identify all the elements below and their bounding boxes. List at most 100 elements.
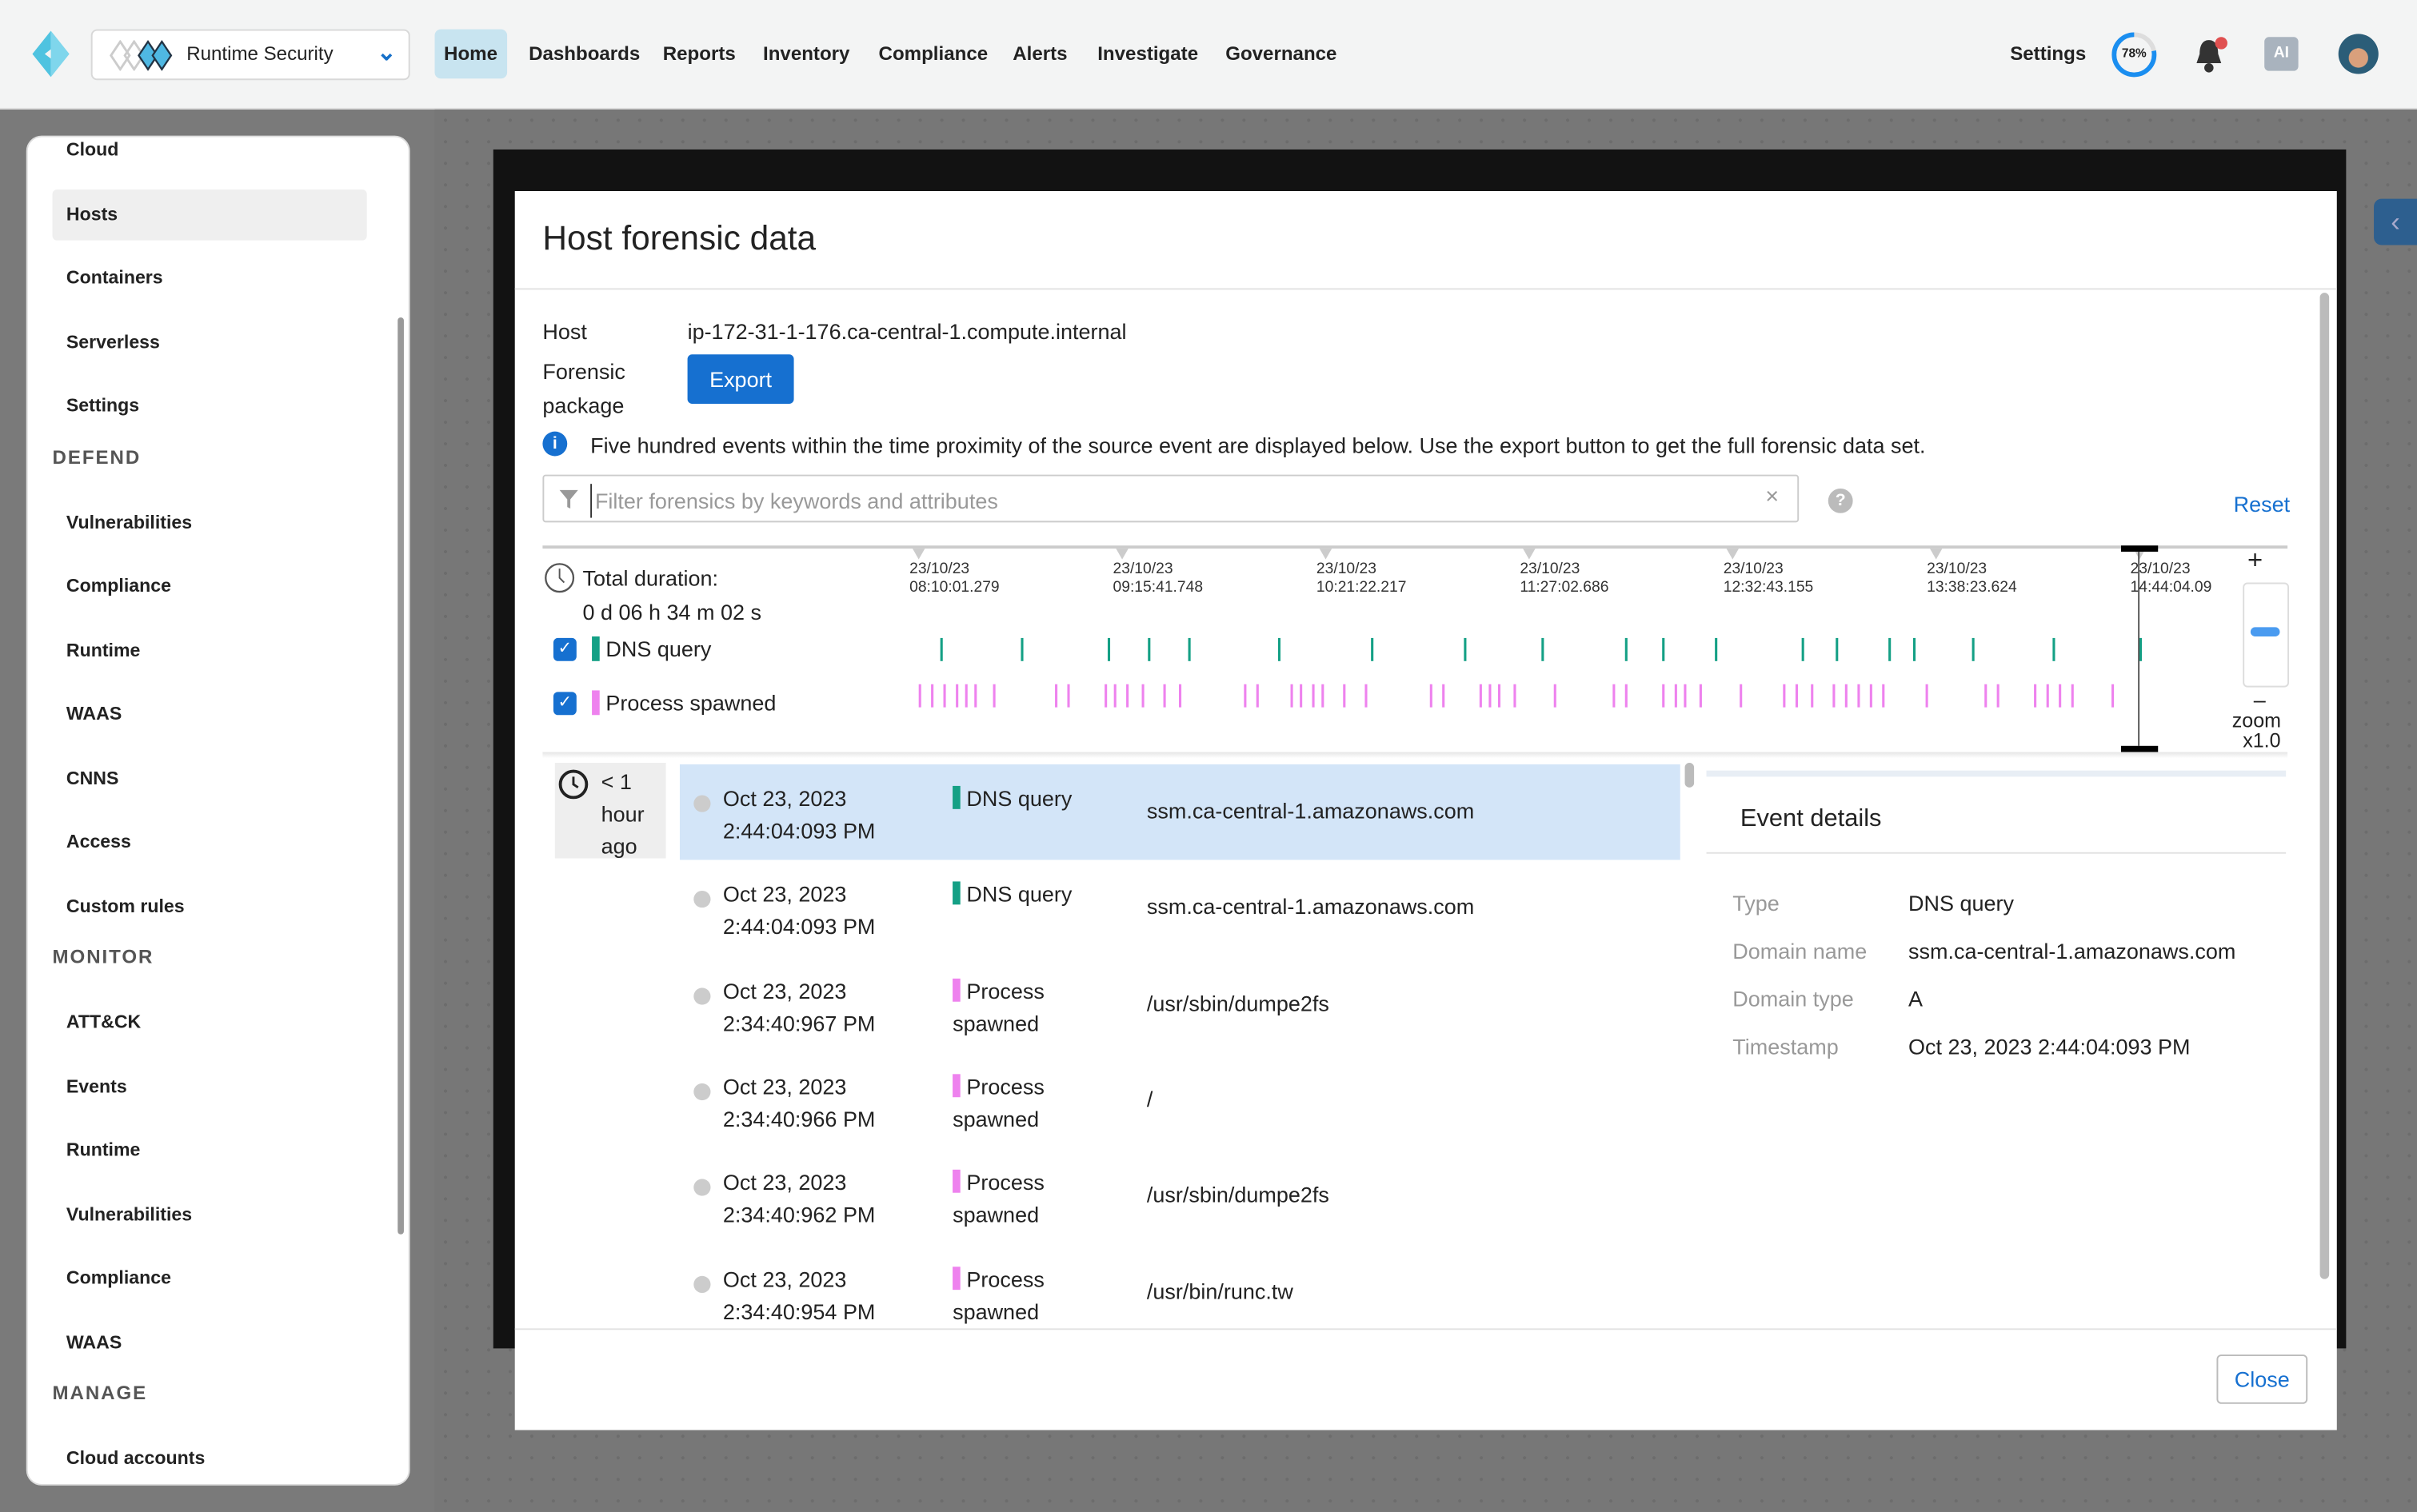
event-row[interactable]: Oct 23, 2023 2:34:40:967 PM Process spawned… bbox=[680, 956, 1680, 1051]
series-checkbox[interactable]: ✓ bbox=[553, 637, 577, 661]
event-mark[interactable] bbox=[1188, 637, 1191, 661]
events-scrollbar[interactable] bbox=[1684, 763, 1695, 788]
event-mark[interactable] bbox=[1113, 684, 1117, 708]
zoom-in-button[interactable]: + bbox=[2247, 545, 2263, 575]
event-mark[interactable] bbox=[1624, 637, 1628, 661]
event-mark[interactable] bbox=[1300, 684, 1303, 708]
event-mark[interactable] bbox=[956, 684, 959, 708]
event-mark[interactable] bbox=[1479, 684, 1482, 708]
event-mark[interactable] bbox=[2034, 684, 2037, 708]
export-button[interactable]: Export bbox=[687, 354, 794, 404]
event-mark[interactable] bbox=[1844, 684, 1848, 708]
event-mark[interactable] bbox=[1912, 637, 1916, 661]
product-selector[interactable]: Runtime Security ⌄ bbox=[90, 29, 410, 81]
event-row[interactable]: Oct 23, 2023 2:44:04:093 PM DNS query ssm.c… bbox=[680, 860, 1680, 955]
event-mark[interactable] bbox=[974, 684, 977, 708]
event-row[interactable]: Oct 23, 2023 2:34:40:954 PM Process spawned… bbox=[680, 1244, 1680, 1339]
sidebar-item-cnns[interactable]: CNNS bbox=[66, 766, 119, 788]
zoom-slider-thumb[interactable] bbox=[2250, 627, 2280, 636]
event-mark[interactable] bbox=[1740, 684, 1743, 708]
event-mark[interactable] bbox=[1371, 637, 1374, 661]
event-mark[interactable] bbox=[1972, 637, 1975, 661]
event-mark[interactable] bbox=[1244, 684, 1247, 708]
close-button[interactable]: Close bbox=[2216, 1354, 2308, 1404]
event-mark[interactable] bbox=[1684, 684, 1687, 708]
event-mark[interactable] bbox=[1442, 684, 1445, 708]
event-mark[interactable] bbox=[2052, 637, 2055, 661]
event-mark[interactable] bbox=[1513, 684, 1516, 708]
progress-ring[interactable]: 78% bbox=[2110, 31, 2158, 79]
event-mark[interactable] bbox=[1256, 684, 1259, 708]
nav-dashboards[interactable]: Dashboards bbox=[529, 42, 641, 65]
event-mark[interactable] bbox=[993, 684, 996, 708]
event-mark[interactable] bbox=[1141, 684, 1145, 708]
event-mark[interactable] bbox=[2071, 684, 2074, 708]
nav-governance[interactable]: Governance bbox=[1225, 42, 1337, 65]
event-mark[interactable] bbox=[1105, 684, 1108, 708]
sidebar-item-custom-rules[interactable]: Custom rules bbox=[66, 894, 185, 916]
event-mark[interactable] bbox=[1321, 684, 1324, 708]
clear-icon[interactable]: × bbox=[1765, 484, 1780, 510]
series-checkbox[interactable]: ✓ bbox=[553, 692, 577, 716]
avatar[interactable] bbox=[2338, 34, 2379, 74]
event-mark[interactable] bbox=[1541, 637, 1544, 661]
event-mark[interactable] bbox=[931, 684, 934, 708]
event-mark[interactable] bbox=[1364, 684, 1368, 708]
nav-inventory[interactable]: Inventory bbox=[763, 42, 850, 65]
event-mark[interactable] bbox=[1674, 684, 1677, 708]
event-mark[interactable] bbox=[1126, 684, 1129, 708]
event-mark[interactable] bbox=[1783, 684, 1786, 708]
sidebar-item-runtime[interactable]: Runtime bbox=[66, 638, 141, 660]
event-mark[interactable] bbox=[1488, 684, 1492, 708]
help-icon[interactable]: ? bbox=[1828, 488, 1853, 513]
event-mark[interactable] bbox=[1715, 637, 1718, 661]
ai-chip-icon[interactable]: AI bbox=[2264, 37, 2299, 71]
event-mark[interactable] bbox=[1290, 684, 1293, 708]
event-mark[interactable] bbox=[940, 637, 943, 661]
event-mark[interactable] bbox=[1795, 684, 1799, 708]
sidebar-item-runtime[interactable]: Runtime bbox=[66, 1139, 141, 1161]
event-row[interactable]: Oct 23, 2023 2:34:40:966 PM Process spawned… bbox=[680, 1052, 1680, 1147]
event-mark[interactable] bbox=[1163, 684, 1166, 708]
sidebar-item-vulnerabilities[interactable]: Vulnerabilities bbox=[66, 1203, 193, 1225]
sidebar-item-waas[interactable]: WAAS bbox=[66, 1330, 122, 1353]
sidebar-item-waas[interactable]: WAAS bbox=[66, 702, 122, 724]
app-logo-icon[interactable] bbox=[32, 30, 70, 78]
event-mark[interactable] bbox=[1464, 637, 1467, 661]
sidebar-item-serverless[interactable]: Serverless bbox=[66, 330, 160, 353]
zoom-slider[interactable] bbox=[2243, 582, 2290, 688]
event-mark[interactable] bbox=[1882, 684, 1885, 708]
sidebar-item-vulnerabilities[interactable]: Vulnerabilities bbox=[66, 510, 193, 533]
event-mark[interactable] bbox=[1984, 684, 1988, 708]
sidebar-item-att-ck[interactable]: ATT&CK bbox=[66, 1011, 142, 1033]
event-mark[interactable] bbox=[2046, 684, 2049, 708]
zoom-out-button[interactable]: – bbox=[2253, 687, 2266, 712]
event-mark[interactable] bbox=[1624, 684, 1628, 708]
event-mark[interactable] bbox=[1996, 684, 2000, 708]
event-mark[interactable] bbox=[1857, 684, 1860, 708]
event-mark[interactable] bbox=[1699, 684, 1702, 708]
event-mark[interactable] bbox=[1662, 637, 1665, 661]
nav-reports[interactable]: Reports bbox=[662, 42, 736, 65]
sidebar-scrollbar[interactable] bbox=[398, 317, 404, 1235]
event-mark[interactable] bbox=[1662, 684, 1665, 708]
nav-settings[interactable]: Settings bbox=[2010, 42, 2087, 65]
event-mark[interactable] bbox=[1343, 684, 1346, 708]
modal-scrollbar[interactable] bbox=[2319, 293, 2330, 1279]
event-mark[interactable] bbox=[1021, 637, 1024, 661]
event-mark[interactable] bbox=[1312, 684, 1315, 708]
event-mark[interactable] bbox=[1612, 684, 1616, 708]
sidebar-item-containers[interactable]: Containers bbox=[66, 266, 163, 289]
event-mark[interactable] bbox=[2059, 684, 2062, 708]
event-mark[interactable] bbox=[1811, 684, 1814, 708]
event-mark[interactable] bbox=[943, 684, 946, 708]
timeline-selection-handle[interactable] bbox=[2120, 545, 2159, 752]
event-mark[interactable] bbox=[2139, 637, 2142, 661]
event-mark[interactable] bbox=[1178, 684, 1182, 708]
event-mark[interactable] bbox=[2111, 684, 2115, 708]
event-mark[interactable] bbox=[1832, 684, 1836, 708]
event-mark[interactable] bbox=[1553, 684, 1556, 708]
event-mark[interactable] bbox=[1925, 684, 1928, 708]
nav-investigate[interactable]: Investigate bbox=[1097, 42, 1199, 65]
filter-input[interactable] bbox=[590, 484, 1739, 518]
